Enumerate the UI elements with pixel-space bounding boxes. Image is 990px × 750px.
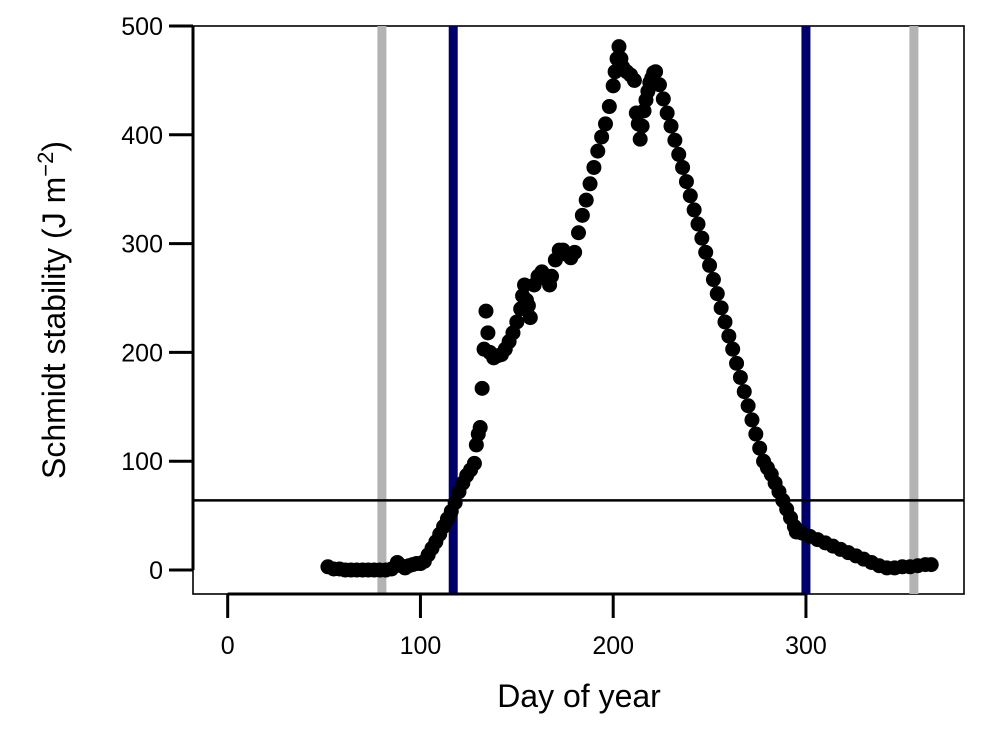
data-point: [605, 78, 621, 94]
data-point: [578, 192, 594, 208]
y-tick-label: 500: [121, 13, 163, 41]
data-point: [678, 174, 694, 190]
data-point: [594, 129, 610, 145]
x-tick-label: 300: [785, 632, 827, 660]
data-point: [480, 325, 496, 341]
reference-lines: [193, 26, 964, 594]
data-point: [520, 298, 536, 314]
data-point: [567, 244, 583, 260]
data-point: [655, 91, 671, 107]
data-point: [694, 230, 710, 246]
y-tick-label: 200: [121, 339, 163, 367]
y-axis-title: Schmidt stability (J m−2): [33, 141, 72, 479]
data-point: [659, 105, 675, 121]
data-point: [732, 369, 748, 385]
data-point: [675, 159, 691, 175]
data-point: [651, 77, 667, 93]
data-point: [634, 118, 650, 134]
data-point: [717, 314, 733, 330]
data-point: [582, 176, 598, 192]
x-tick-label: 0: [221, 632, 235, 660]
data-point: [601, 99, 617, 115]
data-point: [736, 384, 752, 400]
data-point: [472, 420, 488, 436]
plot-frame: [192, 25, 965, 595]
x-axis-title: Day of year: [497, 678, 661, 714]
y-axis-title-exponent: −2: [33, 152, 58, 177]
x-tick-label: 100: [400, 632, 442, 660]
data-point: [702, 257, 718, 273]
data-point: [667, 132, 683, 148]
y-axis-title-close: ): [36, 141, 72, 152]
data-point: [671, 146, 687, 162]
x-tick-label: 200: [592, 632, 634, 660]
data-point: [611, 39, 627, 55]
data-points: [320, 39, 939, 578]
data-point: [522, 310, 538, 326]
data-point: [544, 268, 560, 284]
y-tick-label: 100: [121, 448, 163, 476]
y-tick-label: 0: [149, 557, 163, 585]
data-point: [729, 355, 745, 371]
data-point: [686, 202, 702, 218]
data-point: [709, 286, 725, 302]
data-point: [748, 426, 764, 442]
data-point: [478, 303, 494, 319]
axes: 0 100 200 300 0 100 200 300 400 500: [121, 13, 827, 660]
data-point: [632, 131, 648, 147]
data-point: [682, 188, 698, 204]
data-point: [466, 455, 482, 471]
data-point: [571, 225, 586, 241]
data-point: [597, 116, 613, 132]
data-point: [698, 244, 714, 260]
y-tick-label: 400: [121, 122, 163, 150]
data-point: [752, 440, 768, 456]
data-point: [705, 272, 721, 288]
data-point: [725, 341, 741, 357]
data-point: [721, 328, 737, 344]
data-point: [586, 159, 602, 175]
data-point: [744, 412, 760, 428]
y-tick-label: 300: [121, 231, 163, 259]
data-point: [574, 207, 590, 223]
data-point: [474, 380, 490, 396]
data-point: [648, 64, 664, 80]
data-point: [663, 118, 679, 134]
data-point: [626, 72, 642, 88]
data-point: [690, 216, 706, 232]
data-point: [740, 398, 756, 414]
data-point: [509, 314, 525, 330]
y-axis-title-main: Schmidt stability (J m: [36, 177, 72, 479]
data-point: [713, 300, 729, 316]
data-point: [923, 557, 939, 573]
data-point: [590, 143, 606, 159]
